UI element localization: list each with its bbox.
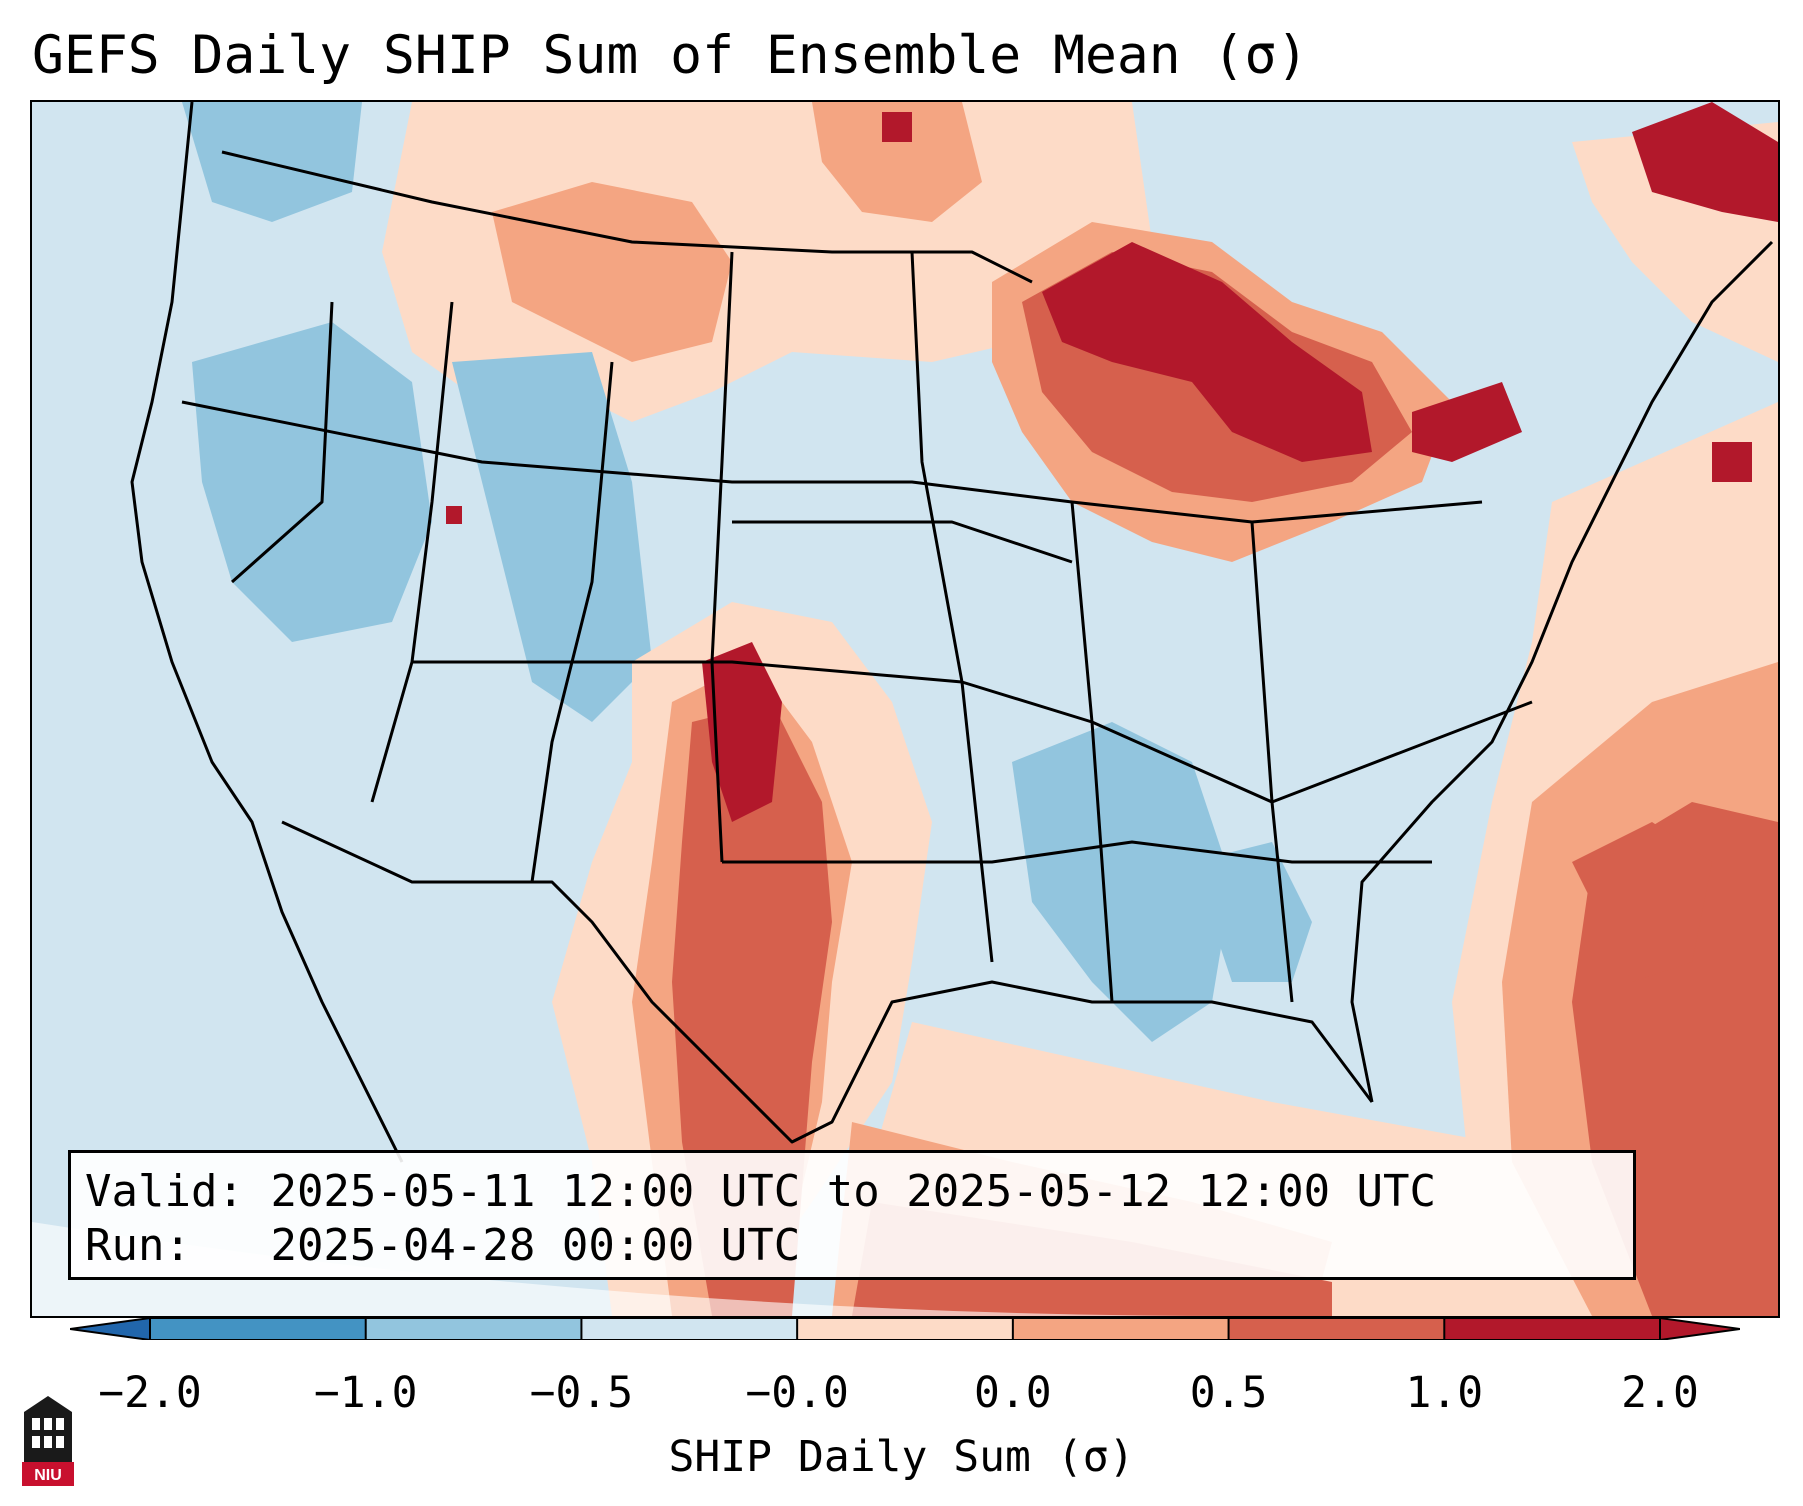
run-label: Run: [85, 1220, 191, 1271]
colorbar-segment [1444, 1318, 1661, 1340]
great-basin-anomaly [192, 322, 432, 642]
colorbar-segment [581, 1318, 798, 1340]
mexico-land [32, 1222, 1232, 1316]
run-value: 2025-04-28 00:00 UTC [270, 1220, 801, 1271]
maritimes-peak [1632, 102, 1778, 222]
boundary-lines [130, 102, 1774, 1163]
east-coast [1350, 240, 1774, 1103]
oklahoma-panhandle-peak [702, 642, 782, 822]
utah-peak [446, 506, 462, 524]
map-title: GEFS Daily SHIP Sum of Ensemble Mean (σ) [32, 25, 1309, 86]
colorbar [70, 1318, 1740, 1340]
colorbar-segments [70, 1318, 1740, 1340]
colorbar-segment [1228, 1318, 1445, 1340]
colorbar-tick-label: −0.0 [745, 1368, 849, 1418]
niu-logo-banner [22, 1462, 74, 1486]
canada-border [221, 150, 1033, 284]
colorbar-tick-label: −1.0 [313, 1368, 418, 1418]
colorbar-tick-label: 1.0 [1405, 1368, 1484, 1418]
colorbar-segment [365, 1318, 582, 1340]
colorbar-tick-label: 2.0 [1621, 1368, 1699, 1418]
colorbar-segment [797, 1318, 1014, 1340]
niu-logo-window-3 [56, 1418, 64, 1430]
north-dakota-peak [882, 112, 912, 142]
state-line-5 [910, 251, 994, 963]
colorbar-extend-high [1660, 1318, 1740, 1340]
state-line-9 [412, 660, 1533, 804]
niu-logo-text: NIU [34, 1467, 62, 1484]
new-england-peak [1712, 442, 1752, 482]
colorbar-tick-label: −2.0 [98, 1368, 202, 1418]
niu-logo-window-2 [44, 1418, 52, 1430]
niu-logo-window-4 [32, 1436, 40, 1448]
map-panel [30, 100, 1780, 1318]
atlantic-inner-patch [1572, 822, 1712, 982]
run-line: Run: 2025-04-28 00:00 UTC [85, 1219, 1619, 1273]
state-line-4 [710, 251, 734, 863]
coastline-west [130, 102, 404, 1163]
valid-value: 2025-05-11 12:00 UTC to 2025-05-12 12:00… [270, 1166, 1437, 1217]
niu-logo-window-6 [56, 1436, 64, 1448]
pacific-northwest-anomaly [182, 102, 362, 222]
niu-logo-window-5 [44, 1436, 52, 1448]
north-dakota-anomaly [812, 102, 982, 222]
colorbar-segment [150, 1318, 367, 1340]
state-line-2 [370, 301, 454, 803]
state-line-10 [732, 520, 1073, 564]
great-lakes-core-anomaly [1042, 242, 1372, 462]
validity-info-box: Valid: 2025-05-11 12:00 UTC to 2025-05-1… [68, 1150, 1636, 1280]
valid-line: Valid: 2025-05-11 12:00 UTC to 2025-05-1… [85, 1165, 1619, 1219]
colorbar-label: SHIP Daily Sum (σ) [668, 1432, 1135, 1482]
southern-border [281, 820, 1374, 1144]
lake-ontario-anomaly [1412, 382, 1522, 462]
colorbar-ticks [149, 1318, 1661, 1340]
state-line-11 [722, 840, 1432, 864]
colorbar-tick-label: −0.5 [529, 1368, 634, 1418]
map-canvas [32, 102, 1778, 1316]
niu-logo-window-1 [32, 1418, 40, 1430]
mississippi-valley-anomaly [1012, 722, 1232, 1042]
state-line-1 [231, 301, 334, 584]
state-line-8 [181, 400, 1483, 524]
wyoming-colorado-anomaly [452, 352, 652, 722]
alabama-anomaly [1192, 842, 1312, 982]
pacific-region [32, 102, 412, 1316]
colorbar-segment [1012, 1318, 1230, 1340]
colorbar-tick-label: 0.5 [1189, 1368, 1268, 1418]
colorbar-tick-label: 0.0 [974, 1368, 1052, 1418]
niu-logo: NIU [22, 1396, 74, 1486]
valid-label: Valid: [85, 1166, 244, 1217]
colorbar-extend-low [70, 1318, 150, 1340]
